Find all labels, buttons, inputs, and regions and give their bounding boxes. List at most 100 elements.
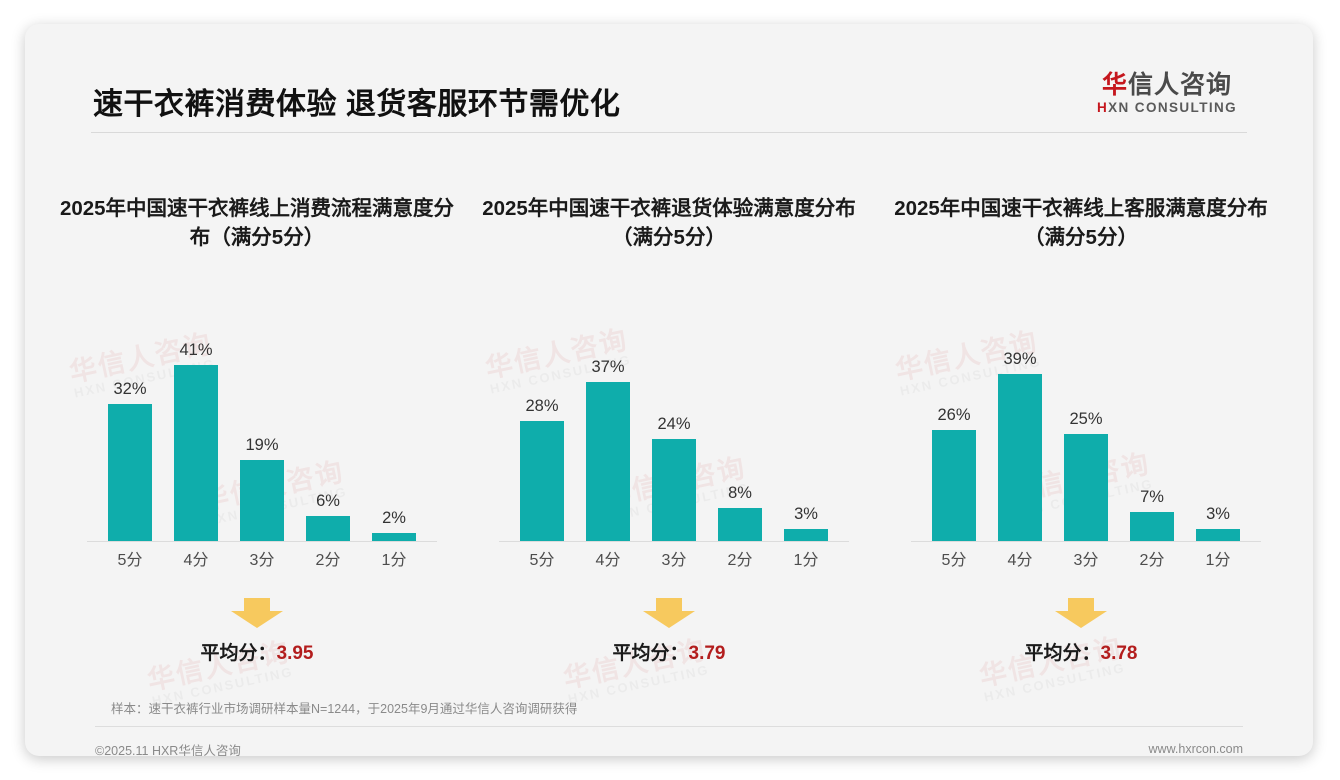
bar-group: 28% 37% 24% 8% 3% [509,314,839,542]
category-label: 4分 [183,552,209,569]
average-score-text: 平均分：3.95 [51,638,463,665]
bar[interactable] [1196,529,1240,542]
bar-slot: 2% [361,314,427,542]
logo-english-text: HXN CONSULTING [1081,100,1253,115]
bar-slot: 39% [987,314,1053,542]
category-label: 5分 [529,552,555,569]
average-score-label: 平均分： [612,643,689,664]
average-score-block: 平均分：3.79 [463,596,875,665]
bar-value-label: 3% [1206,505,1230,523]
down-arrow-icon [229,596,285,630]
plot-area: 28% 37% 24% 8% 3% [499,314,849,542]
bar-slot: 7% [1119,314,1185,542]
bar-slot: 37% [575,314,641,542]
bar-slot: 25% [1053,314,1119,542]
bar-slot: 26% [921,314,987,542]
bar-group: 26% 39% 25% 7% 3% [921,314,1251,542]
bar-value-label: 19% [245,436,279,454]
footer-divider [95,726,1243,727]
logo-char-hua: 华 [1101,71,1128,99]
bar-value-label: 26% [937,406,971,424]
category-axis: 5分 4分 3分 2分 1分 [509,546,839,570]
average-score-label: 平均分： [200,643,277,664]
bar[interactable] [174,365,218,542]
bar-slot: 41% [163,314,229,542]
slide-header: 速干衣裤消费体验 退货客服环节需优化 华信人咨询 HXN CONSULTING [25,24,1313,133]
down-arrow-icon [1053,596,1109,630]
bar-value-label: 39% [1003,350,1037,368]
chart-title: 2025年中国速干衣裤线上消费流程满意度分布（满分5分） [59,197,455,250]
chart-panel-2: 2025年中国速干衣裤退货体验满意度分布（满分5分） 华信人咨询 HXN CONSU… [463,164,875,707]
bar-value-label: 28% [525,397,559,415]
average-score-text: 平均分：3.78 [875,638,1287,665]
bar-slot: 24% [641,314,707,542]
axis-baseline [87,541,437,542]
bar-value-label: 2% [382,509,406,527]
chart-title: 2025年中国速干衣裤线上客服满意度分布（满分5分） [894,197,1268,250]
watermark-english: HXN CONSULTING [982,659,1127,705]
bar[interactable] [520,421,564,542]
bar-value-label: 32% [113,380,147,398]
plot-area: 32% 41% 19% 6% 2% [87,314,437,542]
bar-value-label: 25% [1069,410,1103,428]
bar[interactable] [652,439,696,542]
category-label: 5分 [941,552,967,569]
category-axis: 5分 4分 3分 2分 1分 [97,546,427,570]
bar[interactable] [240,460,284,542]
slide-card: 速干衣裤消费体验 退货客服环节需优化 华信人咨询 HXN CONSULTING … [25,24,1313,756]
average-score-value: 3.78 [1100,643,1138,664]
bar[interactable] [718,508,762,542]
bar-slot: 28% [509,314,575,542]
bar-slot: 8% [707,314,773,542]
bar[interactable] [586,382,630,542]
bar-slot: 32% [97,314,163,542]
bar-value-label: 37% [591,358,625,376]
category-label: 5分 [117,552,143,569]
average-score-value: 3.79 [688,643,726,664]
bar[interactable] [1130,512,1174,542]
average-score-label: 平均分： [1024,643,1101,664]
logo-chinese-rest: 信人咨询 [1128,71,1233,99]
bar-value-label: 8% [728,484,752,502]
chart-panel-1: 2025年中国速干衣裤线上消费流程满意度分布（满分5分） 华信人咨询 HXN CON… [51,164,463,709]
category-label: 3分 [661,552,687,569]
website-text: www.hxrcon.com [1148,742,1243,756]
average-score-value: 3.95 [276,643,314,664]
category-axis: 5分 4分 3分 2分 1分 [921,546,1251,570]
bar-value-label: 41% [179,341,213,359]
slide-footer: ©2025.11 HXR华信人咨询 www.hxrcon.com [95,736,1243,756]
down-arrow-icon [641,596,697,630]
page-title: 速干衣裤消费体验 退货客服环节需优化 [93,88,621,121]
bar[interactable] [372,533,416,542]
bar[interactable] [1064,434,1108,542]
header-divider [91,132,1247,133]
logo-english-rest: XN CONSULTING [1108,100,1238,116]
category-label: 1分 [793,552,819,569]
category-label: 1分 [1205,552,1231,569]
watermark-english: HXN CONSULTING [566,661,711,707]
category-label: 2分 [315,552,341,569]
company-logo: 华信人咨询 HXN CONSULTING [1081,72,1253,115]
chart-title: 2025年中国速干衣裤退货体验满意度分布（满分5分） [482,197,856,250]
sample-note: 样本：速干衣裤行业市场调研样本量N=1244，于2025年9月通过华信人咨询调研… [111,702,578,716]
category-label: 3分 [249,552,275,569]
bar-value-label: 24% [657,415,691,433]
copyright-text: ©2025.11 HXR华信人咨询 [95,743,241,757]
bar-value-label: 3% [794,505,818,523]
bar-slot: 19% [229,314,295,542]
average-score-text: 平均分：3.79 [463,638,875,665]
axis-baseline [499,541,849,542]
bar[interactable] [998,374,1042,542]
bar[interactable] [932,430,976,542]
bar[interactable] [306,516,350,542]
category-label: 3分 [1073,552,1099,569]
bar[interactable] [784,529,828,542]
bar-value-label: 6% [316,492,340,510]
average-score-block: 平均分：3.78 [875,596,1287,665]
axis-baseline [911,541,1261,542]
bar-slot: 3% [773,314,839,542]
category-label: 4分 [1007,552,1033,569]
bar[interactable] [108,404,152,542]
category-label: 2分 [1139,552,1165,569]
logo-chinese-text: 华信人咨询 [1081,72,1253,98]
